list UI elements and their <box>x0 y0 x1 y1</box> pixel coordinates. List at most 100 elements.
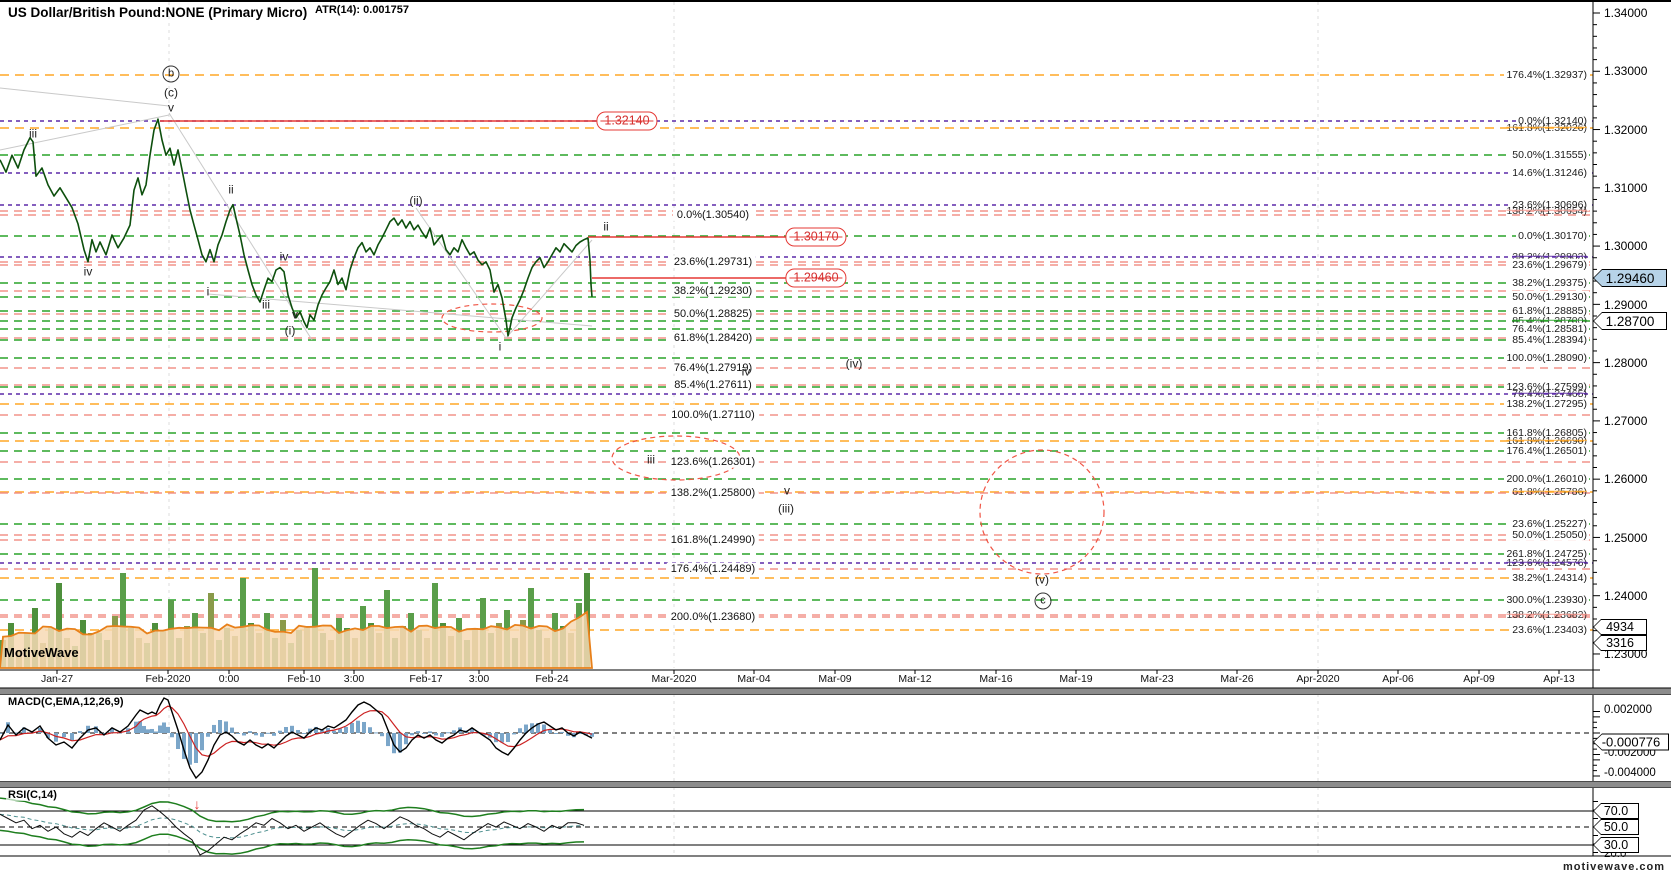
macd-histogram-bar <box>200 733 204 751</box>
price-badge: 3316 <box>1593 635 1647 651</box>
macd-histogram-bar <box>350 722 354 733</box>
rsi-level-badge: 30.0 <box>1593 837 1639 853</box>
macd-histogram-bar <box>362 721 366 733</box>
elliott-wave-label[interactable]: (iv) <box>845 356 863 371</box>
macd-histogram-bar <box>54 733 58 742</box>
macd-histogram-bar <box>182 733 186 759</box>
volume-bar <box>240 578 246 668</box>
macd-histogram-bar <box>248 731 252 733</box>
rsi-lower-band[interactable] <box>0 829 585 855</box>
fib-retracement-label: 23.6%(1.29731) <box>669 255 757 268</box>
elliott-wave-label[interactable]: v <box>168 100 174 115</box>
macd-histogram-bar <box>6 722 10 733</box>
macd-histogram-bar <box>524 724 528 733</box>
volume-bar <box>120 573 126 668</box>
macd-histogram-bar <box>110 728 114 733</box>
rsi-upper-band[interactable] <box>0 797 585 823</box>
elliott-wave-label[interactable]: (v) <box>1035 572 1049 587</box>
trend-channel-line[interactable] <box>505 239 593 339</box>
fib-level-label: 138.2%(1.23682) <box>1506 608 1587 621</box>
fib-level-label: 176.4%(1.26501) <box>1504 444 1589 457</box>
fib-retracement-label: 0.0%(1.30540) <box>672 208 754 221</box>
macd-histogram-bar <box>560 731 564 733</box>
elliott-wave-label[interactable]: i <box>498 339 502 354</box>
elliott-wave-label[interactable]: v <box>292 307 298 322</box>
macd-histogram-bar <box>236 733 240 734</box>
time-axis-label: Apr-13 <box>1543 673 1575 685</box>
elliott-wave-label[interactable]: iv <box>741 364 751 379</box>
elliott-wave-label[interactable]: iii <box>262 297 270 312</box>
macd-histogram-bar <box>290 725 294 733</box>
fib-level-label: 61.8%(1.28885) <box>1510 304 1589 317</box>
fib-retracement-label: 100.0%(1.27110) <box>667 408 759 421</box>
panel-separator[interactable] <box>0 781 1671 788</box>
macd-histogram-bar <box>440 733 444 737</box>
fib-level-label: 138.2%(1.30654) <box>1506 204 1587 217</box>
elliott-wave-label[interactable]: (c) <box>164 85 178 100</box>
elliott-wave-label[interactable]: v <box>784 483 790 498</box>
elliott-wave-label[interactable]: iii <box>647 452 655 467</box>
elliott-wave-label[interactable]: iii <box>29 126 37 141</box>
trend-channel-line[interactable] <box>0 87 170 107</box>
macd-histogram-bar <box>554 733 558 734</box>
elliott-wave-label[interactable]: (ii) <box>409 193 423 208</box>
macd-histogram-bar <box>446 732 450 734</box>
time-axis-label: Apr-06 <box>1382 673 1414 685</box>
price-badge: 4934 <box>1593 619 1647 635</box>
price-badge-value: 1.29460 <box>1594 270 1666 286</box>
trend-channel-line[interactable] <box>168 112 313 341</box>
fib-retracement-label: 138.2%(1.25800) <box>666 486 760 499</box>
fib-level-label: 176.4%(1.32937) <box>1504 68 1589 81</box>
motivewave-watermark: MotiveWave <box>4 645 79 660</box>
volume-bar <box>56 583 62 668</box>
macd-histogram-bar <box>170 733 174 738</box>
fib-level-label: 38.2%(1.24314) <box>1510 571 1589 584</box>
macd-histogram-bar <box>266 732 270 734</box>
macd-histogram-bar <box>302 733 306 734</box>
price-axis-label: 1.33000 <box>1604 64 1648 78</box>
elliott-wave-label[interactable]: i <box>206 284 210 299</box>
annotation-ellipse[interactable] <box>441 303 543 333</box>
price-target-box[interactable]: 1.29460 <box>785 268 847 288</box>
macd-line[interactable] <box>0 697 593 780</box>
elliott-wave-label[interactable]: (iii) <box>778 501 794 516</box>
macd-histogram-bar <box>548 729 552 733</box>
fib-level-label: 261.8%(1.24725) <box>1504 547 1589 560</box>
elliott-wave-label[interactable]: ii <box>603 219 609 234</box>
macd-histogram-bar <box>506 733 510 742</box>
time-axis-label: Mar-12 <box>898 673 932 685</box>
rsi-level-badge-value: 30.0 <box>1594 838 1638 852</box>
macd-histogram-bar <box>434 733 438 736</box>
elliott-wave-label[interactable]: c <box>1034 592 1052 610</box>
trend-channel-line[interactable] <box>207 293 593 327</box>
elliott-wave-label[interactable]: iv <box>279 249 289 264</box>
fib-retracement-label: 76.4%(1.27919) <box>669 361 757 374</box>
elliott-wave-label[interactable]: iv <box>83 264 93 279</box>
macd-histogram-bar <box>398 733 402 753</box>
price-axis-label: 1.29000 <box>1604 298 1648 312</box>
panel-separator[interactable] <box>0 688 1671 695</box>
macd-histogram-bar <box>176 733 180 750</box>
fib-level-label: 76.4%(1.28581) <box>1510 322 1589 335</box>
annotation-ellipse[interactable] <box>979 449 1105 575</box>
fib-level-label: 23.6%(1.25227) <box>1510 517 1589 530</box>
macd-histogram-bar <box>338 728 342 733</box>
elliott-wave-label[interactable]: ii <box>228 182 234 197</box>
macd-histogram-bar <box>272 733 276 736</box>
rsi-line[interactable] <box>0 805 585 856</box>
price-target-box[interactable]: 1.30170 <box>785 227 847 247</box>
macd-histogram-bar <box>512 733 516 735</box>
elliott-wave-label[interactable]: b <box>162 65 180 83</box>
price-line-series[interactable] <box>0 118 593 337</box>
macd-histogram-bar <box>102 733 106 734</box>
macd-histogram-bar <box>308 728 312 733</box>
macd-histogram-bar <box>14 732 18 734</box>
macd-histogram-bar <box>590 733 594 737</box>
elliott-wave-label[interactable]: (i) <box>284 323 296 338</box>
price-badge: 1.29460 <box>1593 269 1667 287</box>
trend-channel-line[interactable] <box>0 114 170 151</box>
fib-retracement-label: 123.6%(1.26301) <box>666 455 760 468</box>
macd-histogram-bar <box>218 720 222 733</box>
price-target-box[interactable]: 1.32140 <box>596 111 658 131</box>
